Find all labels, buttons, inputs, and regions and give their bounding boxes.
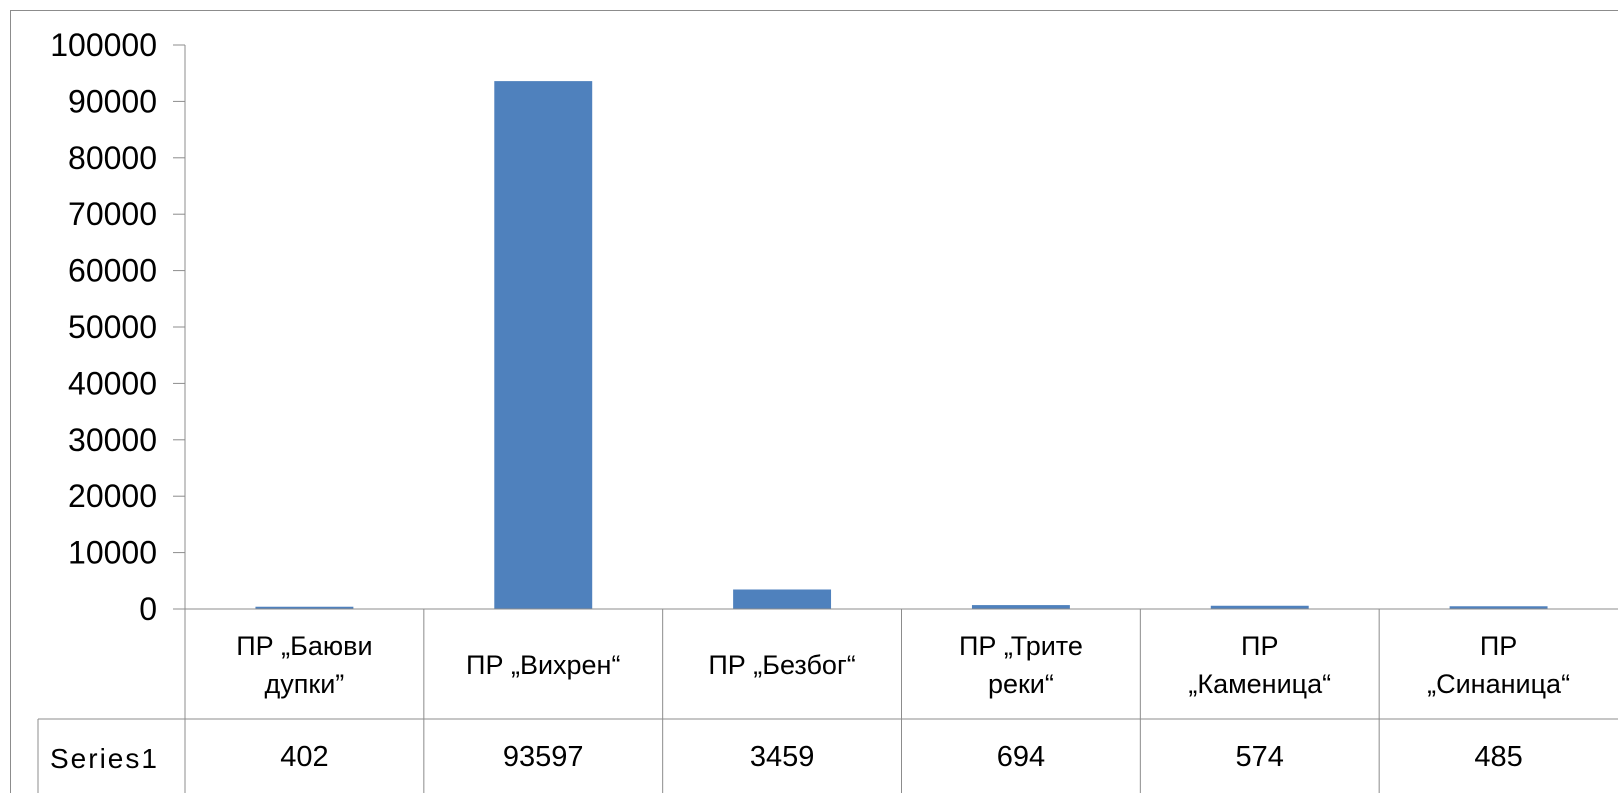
- y-tick-label: 40000: [68, 365, 157, 401]
- category-label: ПР: [1241, 631, 1278, 661]
- chart-frame: [10, 10, 1618, 793]
- category-label: ПР „Вихрен“: [466, 650, 620, 680]
- bar: [255, 606, 354, 609]
- data-value-label: 485: [1474, 741, 1522, 773]
- y-tick-label: 50000: [68, 309, 157, 345]
- data-table: ПР „Баюви дупки” ПР „Вихрен“ ПР „Безбог“ ПР …: [37, 608, 1618, 793]
- data-value-label: 694: [997, 741, 1045, 773]
- y-tick-label: 70000: [68, 196, 157, 232]
- category-label: ПР „Трите: [959, 631, 1083, 661]
- data-value-label: 93597: [503, 741, 584, 773]
- bar: [1210, 605, 1309, 609]
- data-value-label: 402: [280, 741, 328, 773]
- y-tick-label: 80000: [68, 140, 157, 176]
- data-value-label: 574: [1236, 741, 1284, 773]
- bar: [971, 605, 1070, 609]
- category-label: „Синаница“: [1427, 669, 1570, 699]
- y-tick-label: 30000: [68, 422, 157, 458]
- category-label: дупки”: [265, 669, 345, 699]
- bars: [255, 81, 1548, 610]
- y-tick-label: 10000: [68, 535, 157, 571]
- bar: [494, 81, 593, 610]
- y-tick-label: 90000: [68, 83, 157, 119]
- y-tick-label: 20000: [68, 478, 157, 514]
- y-tick-label: 100000: [50, 27, 157, 63]
- category-label: „Каменица“: [1188, 669, 1331, 699]
- bar: [733, 589, 832, 609]
- category-label: реки“: [988, 669, 1054, 699]
- y-tick-label: 60000: [68, 253, 157, 289]
- data-value-label: 3459: [750, 741, 815, 773]
- category-label: ПР „Баюви: [236, 631, 372, 661]
- series-name-label: Series1: [50, 743, 159, 774]
- bar: [1449, 606, 1548, 609]
- y-axis: 0 10000 20000 30000 40000 50000 60000 70000 8000…: [50, 27, 186, 627]
- category-label: ПР: [1480, 631, 1517, 661]
- category-label: ПР „Безбог“: [708, 650, 855, 680]
- y-tick-label: 0: [139, 591, 157, 627]
